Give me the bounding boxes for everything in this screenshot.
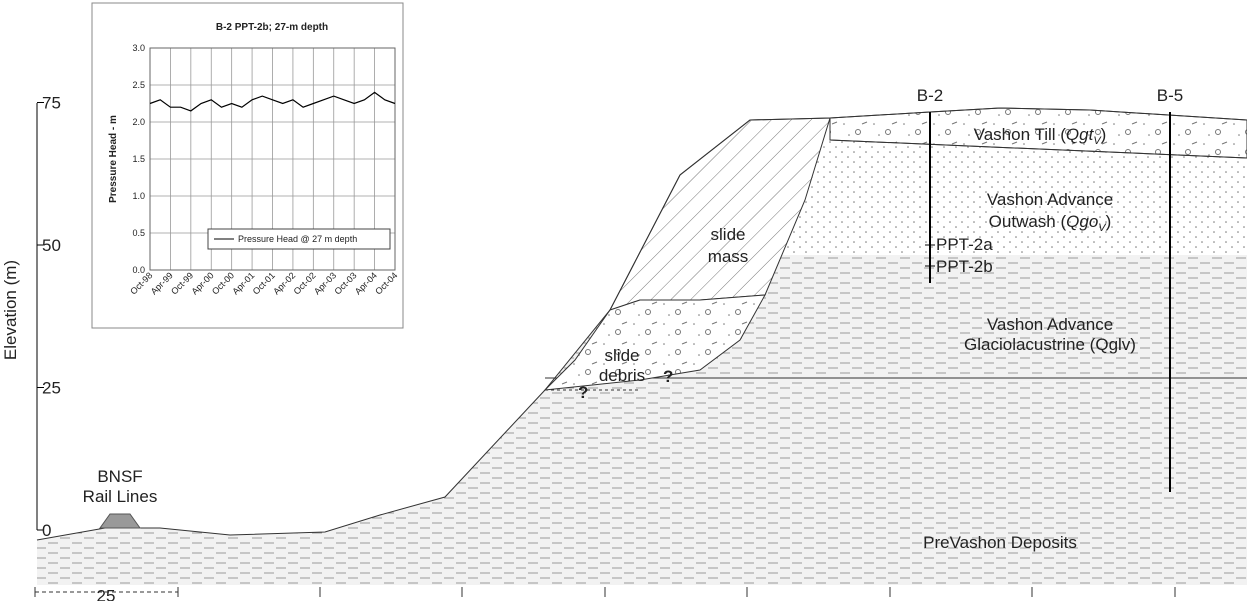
elevation-tick-label: 25 — [42, 379, 61, 398]
borehole-label: B-2 — [917, 86, 943, 105]
unit-label: slide — [711, 225, 746, 244]
elevation-tick-label: 50 — [42, 236, 61, 255]
unit-label: debris — [599, 366, 645, 385]
y-tick-label: 2.5 — [132, 80, 145, 90]
y-tick-label: 3.0 — [132, 43, 145, 53]
elevation-ticks: 0 25 50 75 — [37, 94, 61, 541]
unit-label: Vashon Advance — [987, 315, 1113, 334]
unit-symbol: Qgt — [1066, 125, 1095, 144]
rail-embankment — [100, 514, 140, 528]
inset-chart: B-2 PPT-2b; 27-m depth Pressure Head - m… — [92, 3, 403, 328]
y-tick-label: 1.5 — [132, 154, 145, 164]
axis-title: Elevation (m) — [1, 260, 20, 360]
y-tick-label: 1.0 — [132, 191, 145, 201]
unit-label: Glaciolacustrine (Qglv) — [964, 335, 1136, 354]
y-tick-label: 2.0 — [132, 117, 145, 127]
instrument-label: PPT-2a — [936, 235, 993, 254]
y-axis-title: Pressure Head - m — [108, 115, 119, 203]
legend-label: Pressure Head @ 27 m depth — [238, 234, 357, 244]
unit-text: ) — [1101, 125, 1107, 144]
unit-label: Vashon Till (QgtV) — [974, 125, 1107, 147]
unit-text: Vashon Till ( — [974, 125, 1067, 144]
rail-label: Rail Lines — [83, 487, 158, 506]
y-tick-label: 0.5 — [132, 228, 145, 238]
scale-label: 25 — [97, 586, 116, 601]
rail-label: BNSF — [97, 467, 142, 486]
borehole-label: B-5 — [1157, 86, 1183, 105]
unit-label: Vashon Advance — [987, 190, 1113, 209]
unit-symbol: Qgo — [1066, 212, 1098, 231]
uncertain-mark: ? — [663, 367, 673, 386]
cross-section: 25 Elevation (m) B-2 B-5 PPT-2a PPT-2b V… — [0, 0, 1247, 601]
unit-text: Outwash ( — [989, 212, 1067, 231]
unit-label: Outwash (QgoV) — [989, 212, 1112, 234]
scale — [35, 587, 1175, 597]
uncertain-mark: ? — [578, 383, 588, 402]
prevashon-unit — [37, 378, 1247, 585]
unit-text: ) — [1106, 212, 1112, 231]
instrument-label: PPT-2b — [936, 257, 993, 276]
chart-title: B-2 PPT-2b; 27-m depth — [216, 22, 328, 33]
unit-label: mass — [708, 247, 749, 266]
elevation-tick-label: 0 — [42, 521, 51, 540]
unit-label: slide — [605, 346, 640, 365]
elevation-tick-label: 75 — [42, 94, 61, 113]
unit-label: PreVashon Deposits — [923, 533, 1077, 552]
